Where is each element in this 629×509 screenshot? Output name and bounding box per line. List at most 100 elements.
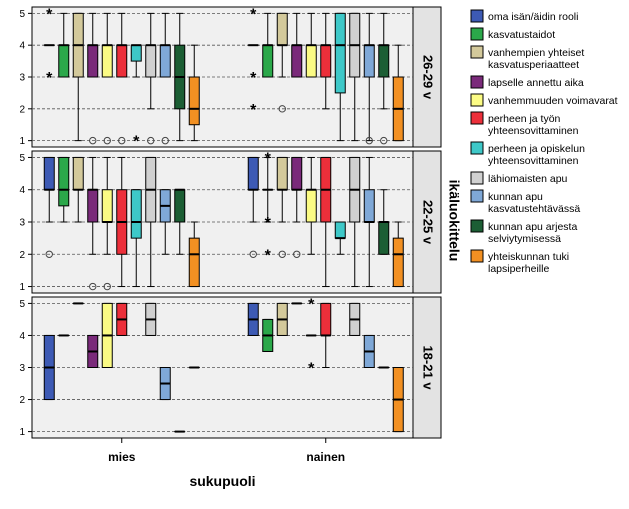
legend-swatch bbox=[471, 190, 483, 202]
box-body bbox=[379, 45, 389, 77]
box-body bbox=[292, 45, 302, 77]
y-tick-label: 2 bbox=[19, 395, 25, 406]
box-body bbox=[117, 45, 127, 77]
box-body bbox=[131, 190, 141, 238]
box-body bbox=[189, 77, 199, 125]
legend-label: oma isän/äidin rooli bbox=[488, 11, 578, 23]
y-tick-label: 1 bbox=[19, 282, 25, 293]
box-body bbox=[364, 190, 374, 222]
outlier-star: * bbox=[308, 361, 315, 378]
y-tick-label: 3 bbox=[19, 73, 25, 84]
y-tick-label: 5 bbox=[19, 9, 25, 20]
legend-swatch bbox=[471, 250, 483, 262]
outlier-star: * bbox=[133, 134, 140, 151]
legend-swatch bbox=[471, 46, 483, 58]
y-tick-label: 3 bbox=[19, 218, 25, 229]
box-nainen-2 bbox=[277, 303, 287, 335]
y-tick-label: 4 bbox=[19, 331, 25, 342]
box-mies-7 bbox=[146, 303, 156, 335]
legend-item-3: lapselle annettu aika bbox=[471, 76, 584, 89]
box-body bbox=[379, 222, 389, 254]
legend-swatch bbox=[471, 76, 483, 88]
box-body bbox=[59, 157, 69, 205]
box-mies-4 bbox=[102, 303, 112, 367]
box-body bbox=[44, 157, 54, 189]
x-tick-label: nainen bbox=[306, 450, 345, 464]
y-tick-label: 3 bbox=[19, 363, 25, 374]
box-nainen-0 bbox=[248, 303, 258, 335]
box-body bbox=[292, 157, 302, 189]
box-body bbox=[189, 238, 199, 286]
y-tick-label: 2 bbox=[19, 250, 25, 261]
box-mies-3 bbox=[88, 335, 98, 367]
legend-label: vanhemmuuden voimavarat bbox=[488, 95, 618, 107]
legend-item-1: kasvatustaidot bbox=[471, 28, 555, 41]
legend: oma isän/äidin rooli kasvatustaidot vanhem… bbox=[471, 10, 618, 275]
box-body bbox=[335, 222, 345, 238]
box-nainen-8 bbox=[364, 335, 374, 367]
panel-label: 26-29 v bbox=[421, 55, 436, 100]
box-body bbox=[102, 45, 112, 77]
legend-swatch bbox=[471, 28, 483, 40]
outlier-star: * bbox=[265, 150, 272, 167]
y-tick-label: 1 bbox=[19, 136, 25, 147]
box-body bbox=[146, 45, 156, 77]
box-nainen-10 bbox=[393, 368, 403, 432]
legend-swatch bbox=[471, 10, 483, 22]
box-body bbox=[277, 157, 287, 189]
facet-title: ikäluokittelu bbox=[446, 180, 462, 262]
box-body bbox=[263, 45, 273, 77]
panel-label: 22-25 v bbox=[421, 200, 436, 245]
y-tick-label: 4 bbox=[19, 41, 25, 52]
x-tick-label: mies bbox=[108, 450, 136, 464]
box-body bbox=[88, 190, 98, 222]
legend-label: kasvatustaidot bbox=[488, 29, 555, 41]
legend-swatch bbox=[471, 220, 483, 232]
y-tick-label: 5 bbox=[19, 153, 25, 164]
legend-label: lähiomaisten apu bbox=[488, 173, 568, 185]
box-body bbox=[59, 45, 69, 77]
y-tick-label: 1 bbox=[19, 427, 25, 438]
box-mies-8 bbox=[160, 368, 170, 400]
panel-label: 18-21 v bbox=[421, 345, 436, 390]
box-mies-0 bbox=[44, 335, 54, 399]
box-body bbox=[131, 45, 141, 61]
box-body bbox=[321, 45, 331, 77]
box-body bbox=[175, 190, 185, 222]
box-body bbox=[88, 45, 98, 77]
y-tick-label: 4 bbox=[19, 185, 25, 196]
legend-label: lapselle annettu aika bbox=[488, 77, 584, 89]
legend-item-4: vanhemmuuden voimavarat bbox=[471, 94, 618, 107]
box-nainen-1 bbox=[263, 319, 273, 351]
box-body bbox=[73, 157, 83, 189]
box-body bbox=[306, 45, 316, 77]
outlier-star: * bbox=[265, 247, 272, 264]
outlier-star: * bbox=[250, 70, 257, 87]
legend-item-7: lähiomaisten apu bbox=[471, 172, 568, 185]
box-body bbox=[277, 13, 287, 45]
box-body bbox=[248, 157, 258, 189]
legend-swatch bbox=[471, 112, 483, 124]
outlier-star: * bbox=[46, 70, 53, 87]
box-body bbox=[335, 13, 345, 93]
box-body bbox=[102, 190, 112, 222]
legend-item-0: oma isän/äidin rooli bbox=[471, 10, 578, 23]
box-nainen-7 bbox=[350, 303, 360, 335]
legend-swatch bbox=[471, 172, 483, 184]
